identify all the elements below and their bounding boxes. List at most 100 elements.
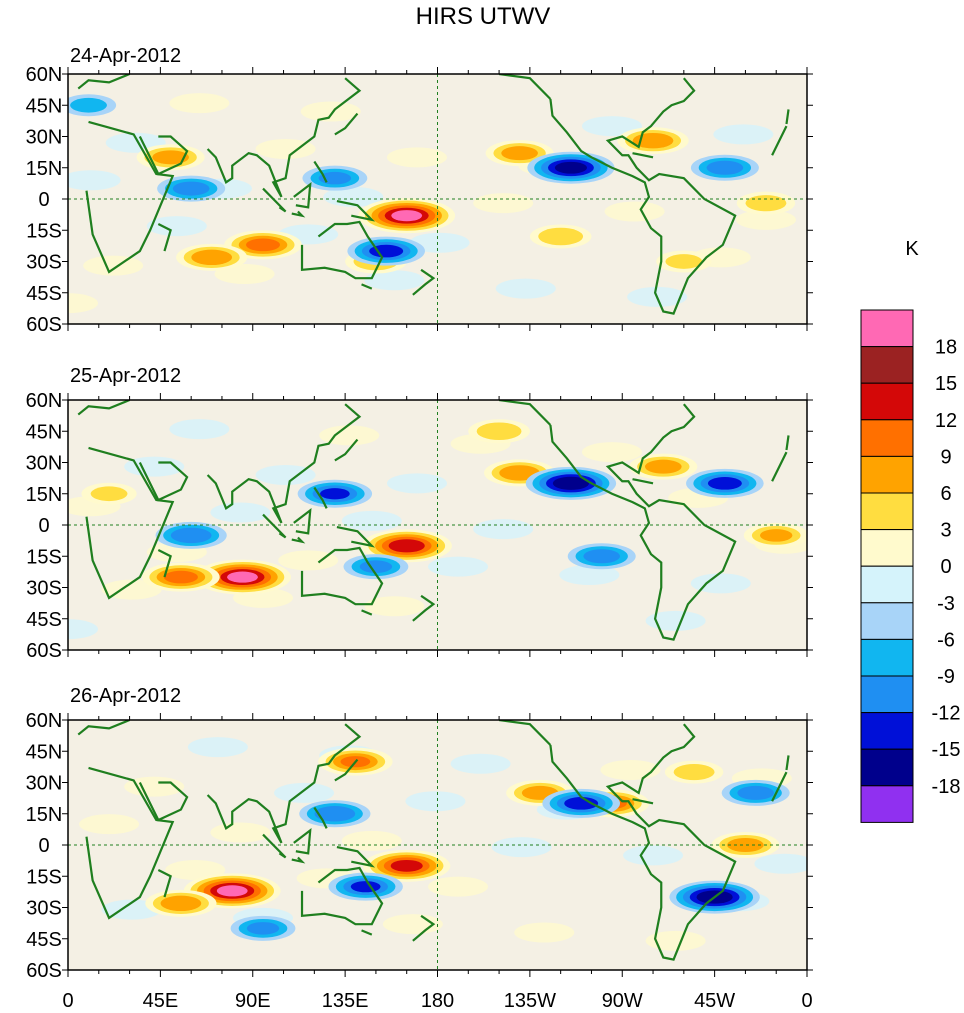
coastline [77, 74, 790, 125]
background-mottle [169, 93, 230, 114]
coastline [412, 268, 436, 296]
coastline [293, 828, 312, 855]
background-mottle [473, 519, 534, 540]
lon-tick-label: 135W [504, 990, 556, 1012]
background-mottle [581, 442, 642, 463]
lat-tick-label: 45S [26, 283, 62, 305]
anomaly-contour [706, 160, 744, 175]
colorbar-swatch [860, 785, 914, 823]
colorbar-label: -18 [932, 776, 961, 798]
coastline [313, 486, 328, 509]
colorbar-label: -3 [937, 593, 955, 615]
background-mottle [645, 610, 706, 631]
background-mottle [495, 278, 556, 299]
coastline [549, 77, 737, 315]
coastline [300, 866, 384, 926]
lat-tick-label: 60S [26, 314, 62, 336]
anomaly-contour [390, 859, 423, 872]
background-mottle [255, 465, 316, 485]
coastline [85, 766, 788, 920]
anomaly-contour [350, 881, 381, 893]
lat-tick-label: 15S [26, 866, 62, 888]
colorbar-label: 9 [940, 446, 951, 468]
anomaly-contour [673, 764, 715, 781]
colorbar-label: 12 [935, 410, 957, 432]
coastline [157, 549, 172, 578]
background-mottle [405, 791, 466, 812]
coastline [206, 723, 362, 844]
coastline [262, 513, 287, 539]
coastlines [77, 720, 790, 961]
coastline [632, 152, 654, 159]
coastline [549, 723, 737, 961]
background-mottle [604, 201, 665, 222]
coastline [313, 160, 328, 183]
coastline [77, 400, 790, 451]
colorbar-swatch [860, 565, 914, 604]
lon-tick-label: 90E [235, 990, 271, 1012]
lat-tick-label: 15N [26, 804, 63, 826]
background-mottle [735, 209, 796, 230]
background-mottle [341, 830, 402, 851]
colorbar-swatch [860, 675, 914, 714]
lat-tick-label: 60N [26, 390, 63, 412]
background-mottle [210, 502, 271, 523]
coastline [262, 833, 287, 859]
coastline [632, 478, 654, 485]
lat-tick-label: 0 [38, 189, 49, 211]
colorbar-label: 18 [935, 337, 957, 359]
coastline [361, 283, 373, 290]
anomaly-contour [745, 195, 787, 212]
colorbar-swatch [860, 419, 914, 457]
background-mottle [754, 853, 807, 874]
colorbar-swatch [860, 455, 914, 494]
coastline [336, 846, 376, 868]
background-mottle [428, 876, 489, 897]
anomaly-contour [163, 570, 198, 584]
anomaly-contour [538, 227, 584, 246]
anomaly-contour [727, 838, 764, 852]
anomaly-contour [737, 785, 774, 800]
background-mottle [169, 419, 230, 440]
coastline [334, 758, 359, 782]
background-mottle [690, 573, 751, 594]
colorbar-swatch [860, 638, 914, 677]
background-mottle [68, 170, 121, 191]
lat-axis-2: 60N 45N 30N 15N 0 15S 30S 45S 60S [26, 390, 813, 662]
colorbar-swatch [860, 602, 914, 640]
coastline [361, 609, 373, 616]
background-mottle [274, 782, 335, 803]
anomaly-contour [227, 571, 258, 583]
coastline [549, 403, 737, 641]
background-mottle [491, 837, 552, 858]
lat-tick-label: 30N [26, 453, 63, 475]
colorbar-label: -12 [932, 703, 961, 725]
coastline [293, 182, 312, 209]
coastline [300, 546, 384, 606]
anomaly-contour [707, 476, 742, 490]
background-mottle [364, 596, 425, 617]
lon-tick-label: 0 [801, 990, 812, 1012]
chart-title: HIRS UTWV [416, 3, 551, 30]
coastline [138, 781, 189, 822]
background-mottle [409, 232, 470, 253]
lat-tick-label: 45N [26, 421, 63, 443]
colorbar-swatch [860, 492, 914, 531]
coastline [206, 77, 362, 198]
anomaly-contour [388, 539, 425, 553]
anomaly-contour [314, 806, 356, 822]
coastline [157, 869, 172, 898]
background-mottle [514, 922, 575, 943]
coastline [412, 914, 436, 942]
colorbar-units: K [905, 238, 919, 260]
background-mottle [79, 814, 140, 835]
map-panel-1: 24-Apr-2012 60N 45N 30N 15N 0 15S 30S 45S 60S [26, 45, 813, 336]
coastline [291, 536, 306, 544]
lat-tick-label: 0 [38, 835, 49, 857]
anomaly-contour [391, 210, 423, 222]
lon-tick-label: 45W [694, 990, 735, 1012]
anomaly-contour [554, 161, 587, 174]
lat-tick-label: 15N [26, 484, 63, 506]
background-mottle [68, 619, 98, 640]
